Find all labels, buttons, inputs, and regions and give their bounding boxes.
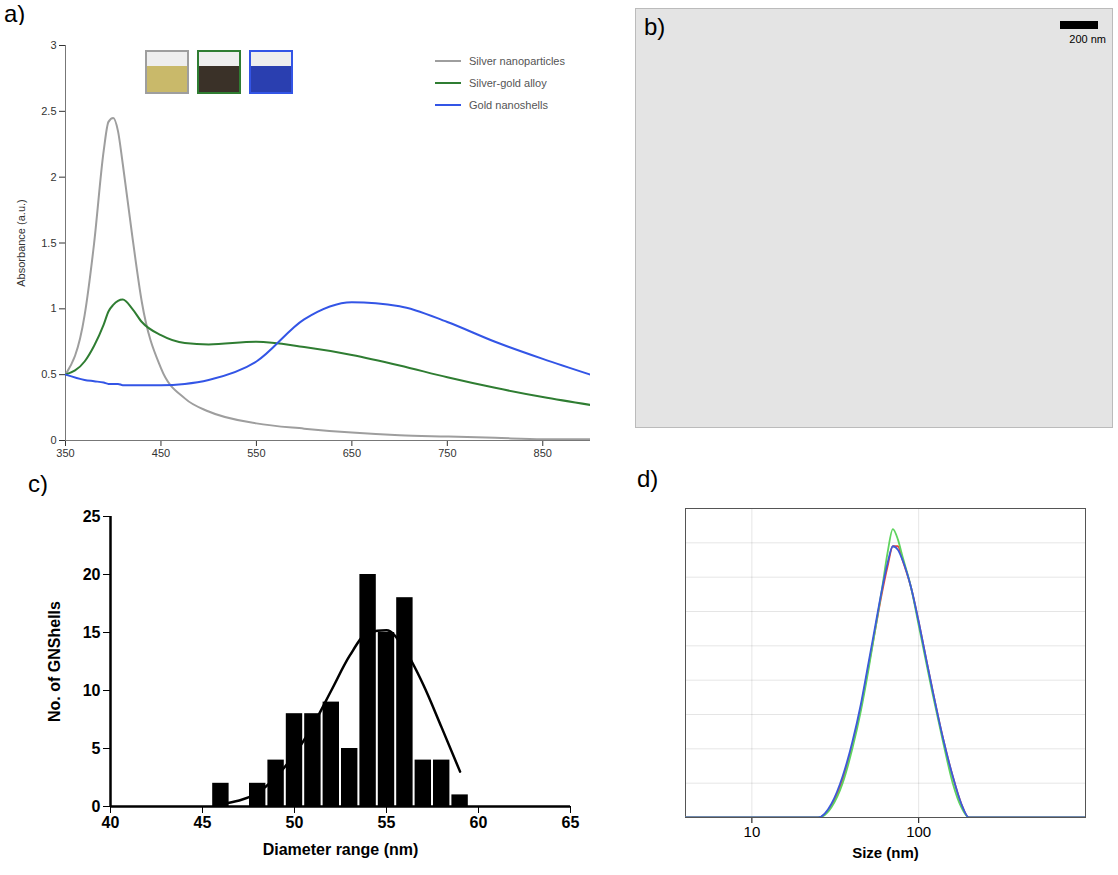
svg-text:Absorbance (a.u.): Absorbance (a.u.) bbox=[15, 199, 27, 286]
svg-text:50: 50 bbox=[286, 814, 304, 831]
html-text:d): d) bbox=[637, 465, 659, 492]
svg-text:550: 550 bbox=[247, 447, 265, 459]
svg-text:15: 15 bbox=[83, 624, 101, 641]
svg-text:350: 350 bbox=[56, 447, 74, 459]
svg-text:450: 450 bbox=[152, 447, 170, 459]
svg-text:0: 0 bbox=[50, 434, 56, 446]
svg-text:No. of GNShells: No. of GNShells bbox=[46, 601, 63, 722]
svg-text:65: 65 bbox=[562, 814, 580, 831]
svg-text:1.5: 1.5 bbox=[41, 237, 56, 249]
svg-text:2: 2 bbox=[50, 171, 56, 183]
svg-text:100: 100 bbox=[906, 823, 931, 840]
html-text:Gold nanoshells: Gold nanoshells bbox=[469, 99, 548, 111]
svg-text:25: 25 bbox=[83, 508, 101, 525]
svg-text:850: 850 bbox=[534, 447, 552, 459]
html-text:c): c) bbox=[28, 470, 48, 497]
svg-text:2.5: 2.5 bbox=[41, 105, 56, 117]
svg-text:45: 45 bbox=[194, 814, 212, 831]
svg-text:5: 5 bbox=[92, 740, 101, 757]
html-text:200 nm: 200 nm bbox=[1069, 33, 1106, 45]
svg-text:3: 3 bbox=[50, 39, 56, 51]
html-text:b): b) bbox=[644, 13, 666, 40]
svg-text:650: 650 bbox=[343, 447, 361, 459]
html-text:Silver-gold alloy: Silver-gold alloy bbox=[469, 77, 547, 89]
svg-text:55: 55 bbox=[378, 814, 396, 831]
html-text:Silver nanoparticles: Silver nanoparticles bbox=[469, 55, 565, 67]
svg-text:1: 1 bbox=[50, 302, 56, 314]
svg-text:0.5: 0.5 bbox=[41, 368, 56, 380]
html-text:a): a) bbox=[4, 0, 26, 27]
svg-text:60: 60 bbox=[470, 814, 488, 831]
svg-text:10: 10 bbox=[83, 682, 101, 699]
svg-text:40: 40 bbox=[102, 814, 120, 831]
svg-text:Size (nm): Size (nm) bbox=[852, 844, 919, 861]
svg-text:750: 750 bbox=[438, 447, 456, 459]
svg-text:20: 20 bbox=[83, 566, 101, 583]
svg-text:10: 10 bbox=[744, 823, 761, 840]
svg-text:0: 0 bbox=[92, 798, 101, 815]
svg-text:Diameter range (nm): Diameter range (nm) bbox=[263, 841, 419, 858]
